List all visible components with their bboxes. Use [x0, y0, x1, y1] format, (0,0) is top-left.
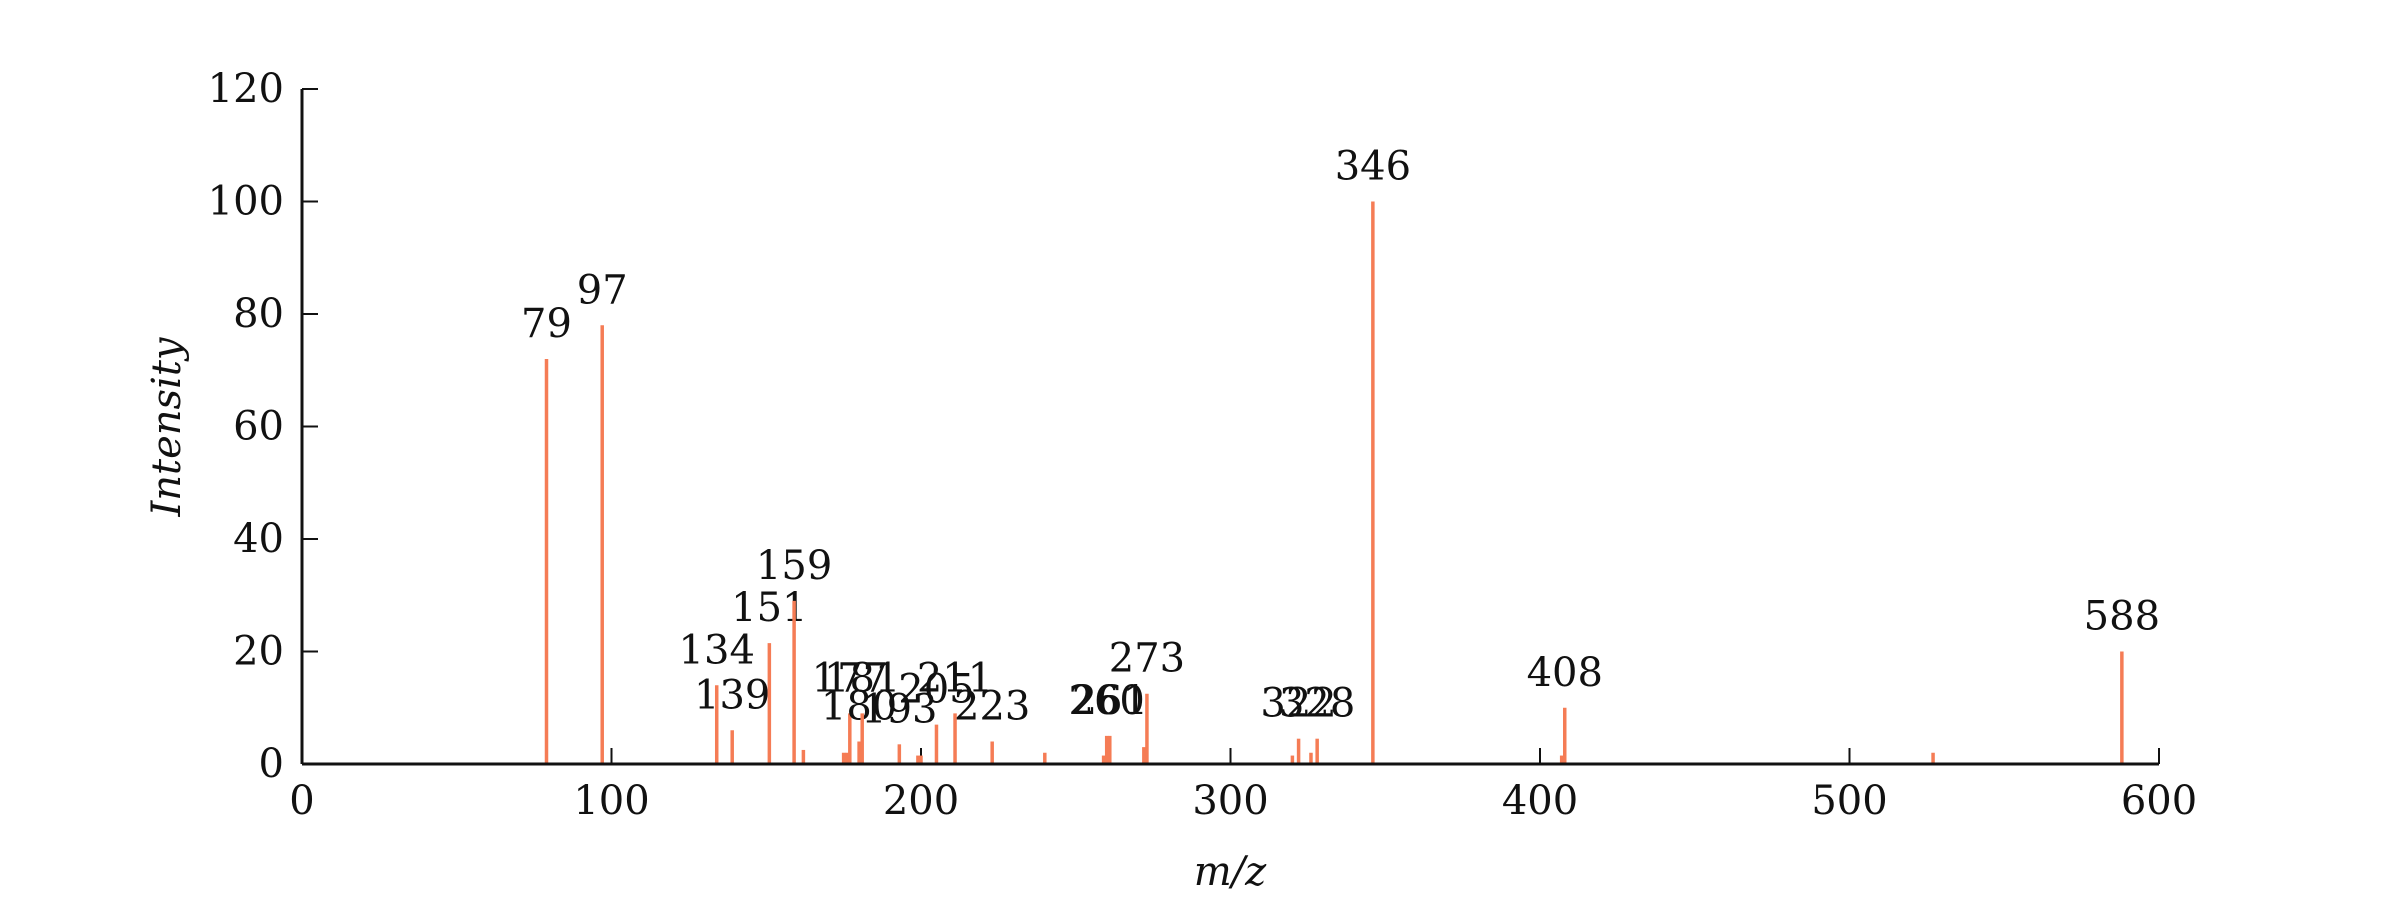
- peak-label: 139: [694, 672, 770, 718]
- y-tick-label: 120: [208, 66, 284, 112]
- peak-label: 328: [1279, 681, 1355, 727]
- peak-label: 408: [1527, 650, 1603, 696]
- x-tick-label: 500: [1811, 778, 1887, 824]
- peak-label: 205: [898, 667, 974, 713]
- peak-label: 79: [521, 301, 572, 347]
- x-tick-label: 100: [573, 778, 649, 824]
- peak-label: 181: [824, 655, 900, 701]
- peak-label: 261: [1072, 678, 1148, 724]
- peak-label: 159: [756, 543, 832, 589]
- y-tick-label: 0: [259, 741, 284, 787]
- peak-label: 193: [861, 686, 937, 732]
- x-tick-label: 300: [1192, 778, 1268, 824]
- y-tick-label: 100: [208, 179, 284, 225]
- x-tick-label: 600: [2121, 778, 2197, 824]
- x-tick-label: 200: [883, 778, 959, 824]
- y-tick-label: 80: [233, 291, 284, 337]
- x-axis-label: m/z: [1194, 849, 1267, 895]
- peak-label: 260: [1069, 678, 1145, 724]
- peak-label: 97: [577, 267, 628, 313]
- x-tick-label: 400: [1502, 778, 1578, 824]
- peak-label: 180: [821, 684, 897, 730]
- peak-label: 151: [731, 585, 807, 631]
- peak-label: 346: [1335, 144, 1411, 190]
- peak-label: 273: [1109, 636, 1185, 682]
- peak-label: 211: [917, 655, 993, 701]
- y-axis-label: Intensity: [144, 336, 190, 517]
- y-tick-label: 40: [233, 516, 284, 562]
- peak-label: 322: [1260, 681, 1336, 727]
- peak-label: 223: [954, 684, 1030, 730]
- y-tick-label: 60: [233, 404, 284, 450]
- peak-label: 588: [2084, 594, 2160, 640]
- x-tick-label: 0: [289, 778, 314, 824]
- peak-label: 134: [679, 627, 755, 673]
- peak-label: 177: [812, 655, 888, 701]
- y-tick-label: 20: [233, 629, 284, 675]
